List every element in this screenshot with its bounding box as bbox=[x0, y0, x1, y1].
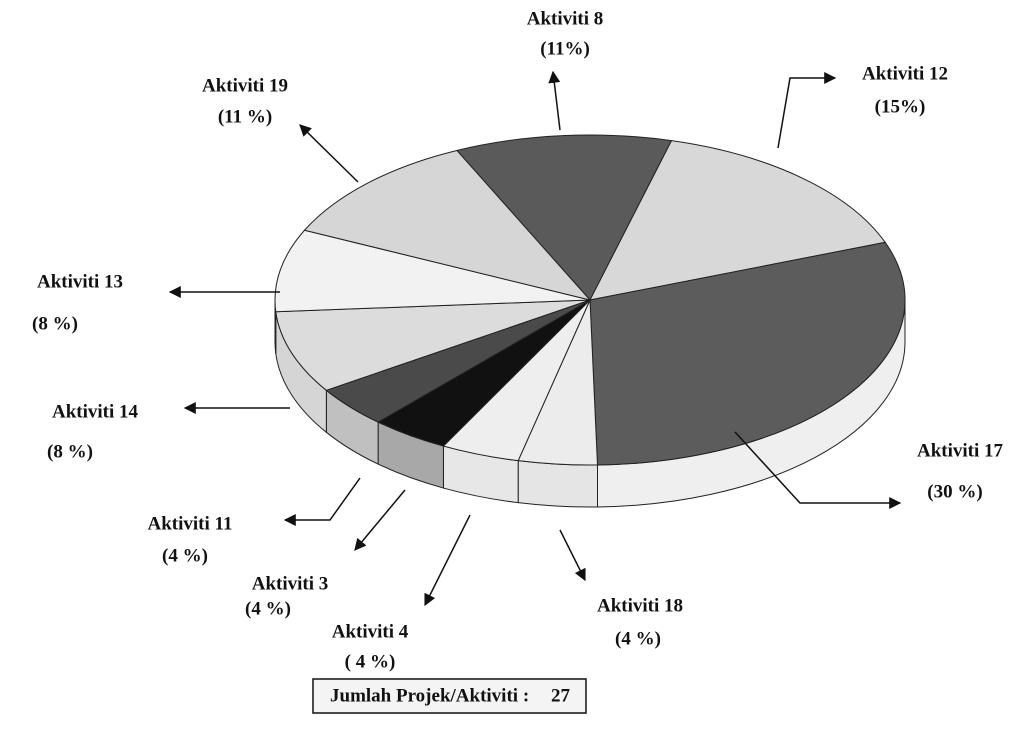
slice-label: Aktiviti 19 bbox=[202, 75, 288, 96]
leader-arrow bbox=[559, 529, 586, 582]
total-box bbox=[312, 678, 587, 714]
slice-label: Aktiviti 13 bbox=[37, 271, 123, 292]
leader-arrow bbox=[299, 124, 359, 183]
slice-label: Aktiviti 11 bbox=[148, 513, 233, 534]
slice-label: Aktiviti 3 bbox=[252, 573, 329, 594]
slice bbox=[589, 140, 886, 301]
value-label: (8 %) bbox=[47, 441, 93, 462]
pie bbox=[274, 134, 906, 508]
value-label: (11%) bbox=[540, 38, 590, 59]
slice-label: Aktiviti 8 bbox=[527, 8, 604, 29]
total-label: Jumlah Projek/Aktiviti : bbox=[330, 685, 529, 706]
slice-side bbox=[517, 460, 598, 508]
slice bbox=[455, 134, 673, 301]
value-label: (4 %) bbox=[245, 598, 291, 619]
slice bbox=[589, 241, 906, 466]
total-value: 27 bbox=[551, 685, 571, 706]
value-label: (11 %) bbox=[218, 106, 272, 127]
value-label: (30 %) bbox=[927, 481, 982, 502]
slice bbox=[303, 149, 592, 301]
slice-label: Aktiviti 18 bbox=[597, 595, 683, 616]
value-label: (4 %) bbox=[162, 545, 208, 566]
leader-arrow bbox=[354, 489, 406, 551]
leader-arrow bbox=[424, 514, 471, 607]
leader-arrow bbox=[777, 72, 837, 149]
slice-label: Aktiviti 14 bbox=[52, 401, 139, 422]
value-label: (15%) bbox=[875, 96, 926, 117]
slice bbox=[274, 229, 591, 313]
value-label: (4 %) bbox=[615, 628, 661, 649]
slice-label: Aktiviti 12 bbox=[862, 63, 948, 84]
leader-arrow bbox=[548, 70, 561, 131]
value-label: ( 4 %) bbox=[345, 651, 396, 672]
leader-arrow bbox=[734, 431, 902, 509]
slice bbox=[275, 299, 591, 391]
leader-arrow bbox=[283, 477, 361, 526]
slice-label: Aktiviti 4 bbox=[332, 621, 409, 642]
value-label: (8 %) bbox=[32, 313, 78, 334]
labels: Aktiviti 8 (11%) Aktiviti 12 (15%) Aktiviti … bbox=[32, 8, 1003, 672]
slice-label: Aktiviti 17 bbox=[917, 440, 1004, 461]
